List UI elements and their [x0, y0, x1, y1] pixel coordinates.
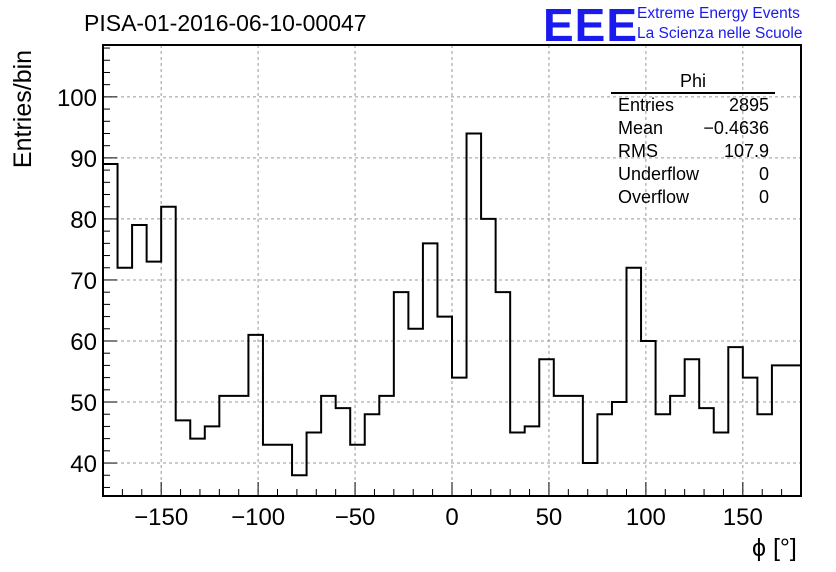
stats-label: Underflow — [618, 164, 700, 184]
y-tick-label: 40 — [70, 451, 97, 478]
histogram-outline — [103, 132, 801, 477]
y-tick-label: 80 — [70, 207, 97, 234]
stats-value: 2895 — [728, 95, 769, 115]
stats-label: Mean — [618, 118, 664, 138]
stats-title: Phi — [611, 70, 775, 94]
logo-line-1: Extreme Energy Events — [637, 5, 800, 22]
eee-logo: EEE — [543, 0, 639, 51]
stats-row-entries: Entries 2895 — [611, 94, 775, 117]
x-tick-label: 150 — [723, 504, 763, 531]
stats-label: RMS — [618, 141, 658, 161]
x-axis-label: ϕ [°] — [752, 534, 797, 562]
stats-value: −0.4636 — [703, 118, 769, 138]
stats-value: 0 — [758, 187, 769, 207]
stats-value: 107.9 — [723, 141, 769, 161]
logo-line-2: La Scienza nelle Scuole — [637, 25, 803, 42]
stats-box: Phi Entries 2895 Mean −0.4636 RMS 107.9 Und… — [611, 70, 775, 209]
y-tick-label: 70 — [70, 268, 97, 295]
stats-row-mean: Mean −0.4636 — [611, 117, 775, 140]
stats-row-overflow: Overflow 0 — [611, 186, 775, 209]
stats-label: Overflow — [618, 187, 690, 207]
stats-label: Entries — [618, 95, 675, 115]
stats-row-rms: RMS 107.9 — [611, 140, 775, 163]
y-tick-label: 60 — [70, 329, 97, 356]
y-tick-label: 50 — [70, 390, 97, 417]
x-tick-label: −50 — [335, 504, 376, 531]
x-tick-label: 50 — [536, 504, 563, 531]
stats-value: 0 — [758, 164, 769, 184]
x-tick-label: −100 — [231, 504, 285, 531]
y-axis-label: Entries/bin — [9, 49, 37, 169]
chart-title: PISA-01-2016-06-10-00047 — [84, 10, 367, 36]
y-tick-label: 100 — [57, 85, 97, 112]
stats-row-underflow: Underflow 0 — [611, 163, 775, 186]
y-tick-label: 90 — [70, 146, 97, 173]
x-tick-label: −150 — [134, 504, 188, 531]
x-tick-label: 0 — [445, 504, 458, 531]
x-tick-label: 100 — [626, 504, 666, 531]
